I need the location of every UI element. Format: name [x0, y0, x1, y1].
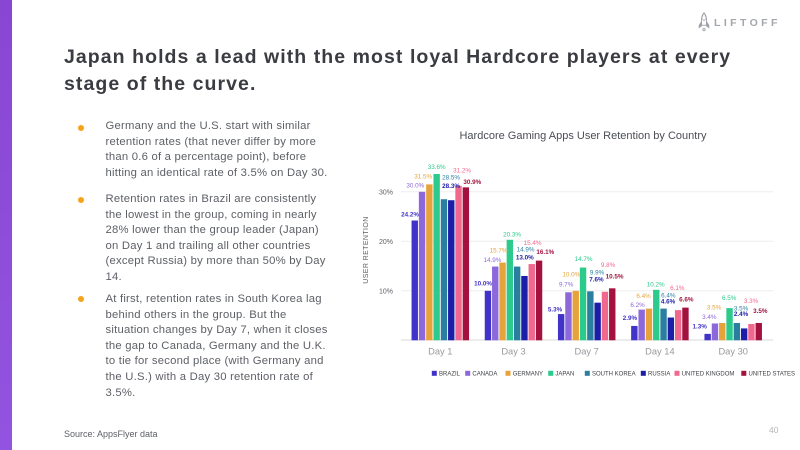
- svg-text:9.9%: 9.9%: [590, 270, 605, 277]
- svg-text:2.4%: 2.4%: [734, 311, 749, 318]
- svg-text:3.3%: 3.3%: [744, 298, 759, 305]
- svg-text:6.6%: 6.6%: [679, 297, 694, 304]
- svg-text:6.4%: 6.4%: [661, 292, 676, 299]
- svg-text:UNITED STATES: UNITED STATES: [749, 372, 795, 378]
- svg-text:24.2%: 24.2%: [401, 212, 419, 219]
- svg-text:Day 1: Day 1: [428, 347, 452, 357]
- svg-text:28.3%: 28.3%: [442, 183, 460, 190]
- svg-text:16.1%: 16.1%: [536, 249, 554, 256]
- svg-text:14.7%: 14.7%: [575, 256, 593, 263]
- svg-text:10.0%: 10.0%: [474, 281, 492, 288]
- svg-text:10.0%: 10.0%: [562, 271, 580, 278]
- svg-text:31.2%: 31.2%: [453, 168, 471, 175]
- svg-text:2.9%: 2.9%: [623, 315, 638, 322]
- svg-text:Day 14: Day 14: [645, 347, 674, 357]
- svg-text:30%: 30%: [379, 189, 393, 196]
- svg-text:9.8%: 9.8%: [601, 262, 616, 269]
- svg-text:Day 30: Day 30: [718, 347, 747, 357]
- svg-text:10.5%: 10.5%: [606, 274, 624, 281]
- svg-text:28.5%: 28.5%: [442, 175, 460, 182]
- svg-text:14.9%: 14.9%: [483, 257, 501, 264]
- svg-text:33.6%: 33.6%: [428, 164, 446, 171]
- svg-text:3.5%: 3.5%: [753, 308, 768, 315]
- svg-text:6.2%: 6.2%: [630, 302, 645, 309]
- svg-text:SOUTH KOREA: SOUTH KOREA: [592, 372, 636, 378]
- svg-text:UNITED KINGDOM: UNITED KINGDOM: [682, 372, 735, 378]
- svg-text:15.4%: 15.4%: [524, 240, 542, 247]
- svg-text:20%: 20%: [379, 239, 393, 246]
- svg-text:3.5%: 3.5%: [707, 304, 722, 311]
- svg-text:6.1%: 6.1%: [670, 285, 685, 292]
- svg-text:RUSSIA: RUSSIA: [648, 372, 670, 378]
- svg-text:6.5%: 6.5%: [722, 295, 737, 302]
- svg-text:BRAZIL: BRAZIL: [439, 372, 461, 378]
- svg-text:Day 7: Day 7: [575, 347, 599, 357]
- svg-text:JAPAN: JAPAN: [555, 372, 574, 378]
- svg-text:20.3%: 20.3%: [503, 232, 521, 239]
- svg-text:3.4%: 3.4%: [702, 314, 717, 321]
- svg-text:7.6%: 7.6%: [589, 277, 604, 284]
- svg-text:6.4%: 6.4%: [636, 293, 651, 300]
- svg-text:GERMANY: GERMANY: [513, 372, 543, 378]
- svg-text:CANADA: CANADA: [472, 372, 497, 378]
- svg-text:USER RETENTION: USER RETENTION: [363, 216, 370, 283]
- svg-text:31.5%: 31.5%: [414, 174, 432, 181]
- svg-text:Hardcore Gaming Apps User Rete: Hardcore Gaming Apps User Retention by C…: [459, 130, 707, 142]
- svg-text:15.7%: 15.7%: [490, 247, 508, 254]
- svg-text:5.3%: 5.3%: [548, 306, 563, 313]
- svg-text:14.9%: 14.9%: [517, 247, 535, 254]
- svg-text:10.2%: 10.2%: [647, 282, 665, 289]
- svg-text:4.6%: 4.6%: [661, 299, 676, 306]
- svg-text:13.0%: 13.0%: [516, 254, 534, 261]
- svg-text:30.0%: 30.0%: [406, 183, 424, 190]
- svg-text:9.7%: 9.7%: [559, 281, 574, 288]
- svg-text:Day 3: Day 3: [501, 347, 525, 357]
- svg-text:3.5%: 3.5%: [734, 305, 749, 312]
- svg-text:1.3%: 1.3%: [693, 324, 708, 331]
- svg-text:10%: 10%: [379, 288, 393, 295]
- svg-text:30.9%: 30.9%: [463, 179, 481, 186]
